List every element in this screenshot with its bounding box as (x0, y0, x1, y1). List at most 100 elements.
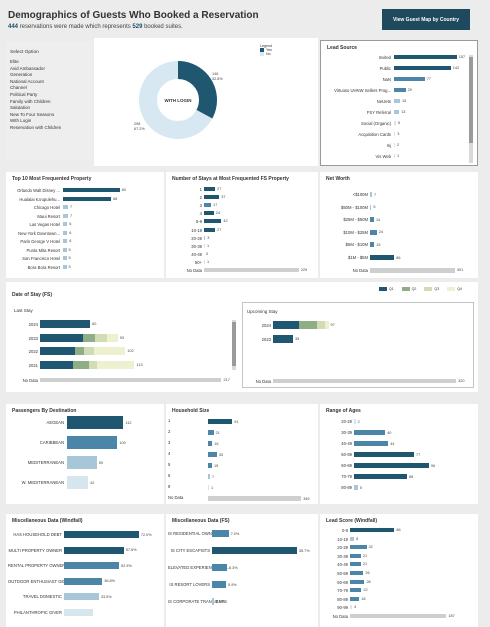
passengers-bar[interactable] (67, 456, 97, 469)
networth-bar[interactable] (370, 192, 372, 197)
lead_source-bar[interactable] (394, 110, 400, 114)
networth-bar[interactable] (370, 242, 375, 248)
ages-bar[interactable] (354, 419, 356, 424)
scroll-thumb[interactable] (232, 322, 236, 366)
lead_score-bar[interactable] (350, 553, 361, 558)
legend-item[interactable]: Q4 (447, 287, 462, 292)
household-bar[interactable] (208, 452, 217, 457)
household-bar[interactable] (208, 463, 212, 468)
passengers-bar[interactable] (67, 416, 124, 429)
lead_source-bar[interactable] (394, 121, 396, 125)
filter-option[interactable]: Family with Children (10, 98, 51, 104)
stack-segment[interactable] (317, 321, 326, 329)
passengers-bar[interactable] (67, 476, 89, 489)
misc_windfall-bar[interactable] (64, 546, 124, 554)
filter-option[interactable]: Salutation (10, 105, 31, 111)
networth-bar[interactable] (370, 267, 455, 273)
ages-bar[interactable] (354, 485, 358, 490)
networth-bar[interactable] (370, 255, 395, 260)
stays-bar[interactable] (204, 268, 299, 272)
stays-bar[interactable] (204, 195, 220, 200)
misc_windfall-bar[interactable] (64, 577, 103, 585)
lead_score-bar[interactable] (350, 545, 367, 550)
lead_score-bar[interactable] (350, 562, 361, 567)
misc_fs-bar[interactable] (212, 581, 227, 588)
ages-bar[interactable] (354, 463, 429, 468)
last-stay-scrollbar[interactable] (232, 320, 236, 370)
household-bar[interactable] (208, 441, 213, 446)
filter-option[interactable]: Elite (10, 59, 19, 64)
top10-bar[interactable] (63, 230, 68, 235)
stack-segment[interactable] (273, 321, 299, 329)
lead_score-bar[interactable] (350, 596, 360, 601)
stack-segment[interactable] (40, 360, 74, 369)
filter-option[interactable]: Generation (10, 72, 33, 78)
scroll-thumb[interactable] (469, 57, 473, 143)
lead_score-bar[interactable] (350, 588, 362, 593)
lead-source-scrollbar[interactable] (469, 55, 473, 163)
stack-segment[interactable] (40, 333, 84, 342)
misc_fs-bar[interactable] (212, 564, 227, 571)
stack-segment[interactable] (325, 321, 329, 329)
stack-segment[interactable] (75, 347, 85, 355)
lead_score-bar[interactable] (350, 579, 365, 584)
networth-bar[interactable] (370, 229, 377, 235)
legend-item[interactable]: Q3 (424, 287, 439, 292)
ages-bar[interactable] (354, 430, 386, 435)
filter-option[interactable]: Political Party (10, 92, 38, 97)
stays-bar[interactable] (204, 219, 222, 224)
stack-segment[interactable] (94, 347, 126, 355)
misc_windfall-bar[interactable] (64, 531, 139, 538)
lead_score-bar[interactable] (350, 536, 355, 541)
lead_source-bar[interactable] (394, 154, 395, 158)
passengers-bar[interactable] (67, 436, 118, 449)
top10-bar[interactable] (63, 256, 67, 260)
lead_score-bar[interactable] (350, 605, 353, 610)
lead_source-bar[interactable] (394, 132, 396, 136)
top10-bar[interactable] (63, 247, 67, 252)
stays-bar[interactable] (204, 187, 216, 191)
filter-option[interactable]: New To Four Seasons (10, 111, 55, 117)
lead_source-bar[interactable] (394, 88, 406, 92)
stack-segment[interactable] (88, 360, 97, 369)
stays-bar[interactable] (204, 227, 216, 232)
filter-option[interactable]: With Login (10, 118, 32, 124)
networth-bar[interactable] (370, 204, 372, 210)
lead_score-bar[interactable] (350, 528, 395, 532)
lead_source-bar[interactable] (394, 55, 457, 59)
lead_score-bar[interactable] (350, 614, 447, 618)
top10-bar[interactable] (63, 239, 68, 243)
household-bar[interactable] (208, 419, 233, 424)
donut-slice-yes[interactable] (139, 61, 217, 139)
household-bar[interactable] (208, 485, 209, 490)
filter-option[interactable]: Reservation with Children (10, 125, 62, 130)
stack-segment[interactable] (84, 347, 95, 355)
filter-option[interactable]: National Account (10, 78, 44, 84)
stack-segment[interactable] (96, 360, 135, 369)
networth-bar[interactable] (370, 217, 374, 223)
legend-item[interactable]: Q1 (378, 287, 394, 292)
filter-option[interactable]: Avid Ambassador (10, 65, 45, 71)
top10-bar[interactable] (63, 213, 68, 218)
filter-option[interactable]: Channel (10, 85, 27, 91)
misc_fs-bar[interactable] (212, 530, 229, 537)
stays-bar[interactable] (204, 243, 205, 248)
lead_source-bar[interactable] (394, 66, 451, 70)
misc_fs-bar[interactable] (212, 547, 297, 554)
legend-item[interactable]: Q2 (401, 287, 416, 292)
stack-segment[interactable] (83, 333, 96, 342)
ages-bar[interactable] (354, 474, 408, 479)
stays-bar[interactable] (204, 211, 214, 216)
top10-bar[interactable] (63, 222, 68, 226)
misc_windfall-bar[interactable] (64, 562, 120, 569)
lead_score-bar[interactable] (350, 571, 364, 575)
misc_fs-bar[interactable] (212, 598, 215, 605)
legend-yes[interactable]: Yes (260, 48, 272, 53)
ages-bar[interactable] (354, 441, 389, 446)
top10-bar[interactable] (63, 205, 68, 209)
lead_source-bar[interactable] (394, 77, 425, 81)
guest-map-button[interactable]: View Guest Map by Country (382, 9, 470, 30)
misc_windfall-bar[interactable] (64, 593, 99, 600)
household-bar[interactable] (208, 496, 302, 501)
lead_source-bar[interactable] (394, 143, 395, 147)
